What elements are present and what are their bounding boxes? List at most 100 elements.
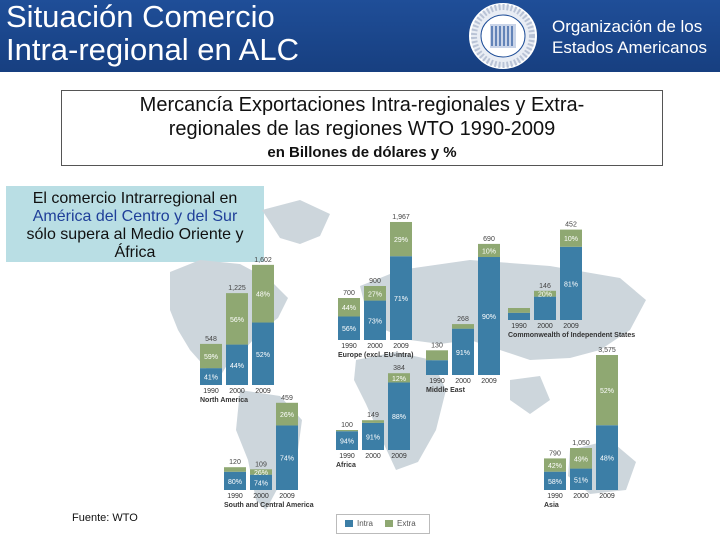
year-tick-label: 2009 (393, 343, 409, 350)
region-name-label: Africa (336, 462, 356, 469)
total-value-label: 690 (483, 236, 495, 243)
total-value-label: 1,050 (572, 440, 590, 447)
extra-pct-label: 27% (368, 291, 382, 298)
year-tick-label: 2000 (537, 323, 553, 330)
year-tick-label: 2000 (367, 343, 383, 350)
title-line-2: Intra-regional en ALC (6, 32, 299, 67)
org-name: Organización de los Estados Americanos (552, 16, 707, 58)
intra-pct-label: 58% (548, 479, 562, 486)
org-line-2: Estados Americanos (552, 38, 707, 57)
bar-extra (452, 324, 474, 329)
extra-pct-label: 56% (230, 317, 244, 324)
chart-title-line-1: Mercancía Exportaciones Intra-regionales… (139, 94, 585, 116)
intra-pct-label: 41% (204, 375, 218, 382)
region-europe: 56% 44% 700 1990 73% 27% 900 2000 71% 29% 1,967 200… (338, 214, 413, 359)
callout-line-2: América del Centro y del Sur (32, 208, 238, 225)
total-value-label: 790 (549, 450, 561, 457)
bar-extra (226, 293, 248, 345)
region-asia: 58% 42% 790 1990 51% 49% 1,050 2000 48% 52% 3,575 2… (544, 347, 618, 509)
bar-extra (336, 430, 358, 432)
page-title: Situación Comercio Intra-regional en ALC (6, 0, 299, 66)
bar-extra (250, 469, 272, 475)
bar-intra (596, 425, 618, 490)
bar-extra (388, 373, 410, 383)
total-value-label: 149 (367, 412, 379, 419)
bar-extra (596, 355, 618, 426)
region-name-label: North America (200, 397, 248, 404)
callout-line-3: sólo supera al Medio Oriente y (26, 226, 244, 243)
year-tick-label: 2000 (365, 453, 381, 460)
chart-subtitle: en Billones de dólares y % (267, 144, 457, 161)
year-tick-label: 2009 (599, 493, 615, 500)
total-value-label: 452 (565, 222, 577, 229)
oas-seal-icon (469, 3, 537, 69)
chart-title: Mercancía Exportaciones Intra-regionales… (62, 93, 662, 141)
bar-intra (452, 328, 474, 375)
legend: Intra Extra (336, 514, 430, 534)
bar-intra (364, 300, 386, 340)
intra-pct-label: 91% (456, 350, 470, 357)
total-value-label: 548 (205, 336, 217, 343)
bar-intra (570, 468, 592, 490)
intra-pct-label: 73% (368, 318, 382, 325)
bar-intra (336, 431, 358, 450)
extra-pct-label: 10% (482, 248, 496, 255)
extra-pct-label: 42% (548, 463, 562, 470)
region-cis: 1990 20% 146 2000 81% 10% 452 2009 Commonwealth … (508, 222, 635, 339)
year-tick-label: 1990 (511, 323, 527, 330)
total-value-label: 130 (431, 342, 443, 349)
bar-intra (338, 316, 360, 340)
total-value-label: 3,575 (598, 347, 616, 354)
bar-intra (560, 246, 582, 320)
region-name-label: Middle East (426, 387, 466, 394)
bar-intra (226, 344, 248, 385)
year-tick-label: 2000 (229, 388, 245, 395)
bar-extra (508, 308, 530, 313)
bar-intra (250, 474, 272, 490)
year-tick-label: 1990 (203, 388, 219, 395)
region-name-label: South and Central America (224, 502, 314, 509)
total-value-label: 459 (281, 395, 293, 402)
bar-extra (362, 420, 384, 423)
year-tick-label: 2009 (255, 388, 271, 395)
chart-title-box: Mercancía Exportaciones Intra-regionales… (61, 90, 663, 166)
bar-extra (338, 298, 360, 317)
total-value-label: 1,967 (392, 214, 410, 221)
year-tick-label: 1990 (339, 453, 355, 460)
bar-extra (534, 290, 556, 297)
bar-intra (252, 322, 274, 385)
intra-pct-label: 74% (280, 456, 294, 463)
bar-intra (362, 422, 384, 450)
bar-extra (544, 458, 566, 472)
world-map-chart: 41% 59% 548 1990 44% 56% 1,225 2000 52% 48% 1,602 2… (170, 200, 646, 510)
intra-pct-label: 88% (392, 414, 406, 421)
total-value-label: 268 (457, 316, 469, 323)
intra-pct-label: 90% (482, 314, 496, 321)
source-note: Fuente: WTO (72, 512, 138, 524)
intra-pct-label: 71% (394, 296, 408, 303)
extra-pct-label: 26% (280, 412, 294, 419)
bar-intra (534, 296, 556, 320)
bar-intra (276, 425, 298, 490)
bar-extra (364, 286, 386, 301)
total-value-label: 1,602 (254, 257, 272, 264)
extra-pct-label: 44% (342, 305, 356, 312)
bar-extra (252, 264, 274, 323)
region-south-central-america: 80% 120 1990 74% 26% 109 2000 74% 26% 459 2009 Sout… (224, 395, 314, 509)
total-value-label: 1,225 (228, 285, 246, 292)
bar-extra (276, 402, 298, 426)
region-middle-east: 130 1990 91% 268 2000 90% 10% 690 2009 Middle Eas… (426, 236, 500, 394)
org-line-1: Organización de los (552, 17, 703, 36)
header-bar: Situación Comercio Intra-regional en ALC… (0, 0, 720, 72)
year-tick-label: 1990 (547, 493, 563, 500)
total-value-label: 146 (539, 283, 551, 290)
year-tick-label: 2009 (563, 323, 579, 330)
year-tick-label: 1990 (429, 378, 445, 385)
total-value-label: 100 (341, 422, 353, 429)
bar-intra (388, 382, 410, 450)
bar-extra (478, 243, 500, 258)
year-tick-label: 2009 (391, 453, 407, 460)
extra-pct-label: 52% (600, 388, 614, 395)
extra-pct-label: 26% (254, 470, 268, 477)
extra-pct-label: 49% (574, 456, 588, 463)
